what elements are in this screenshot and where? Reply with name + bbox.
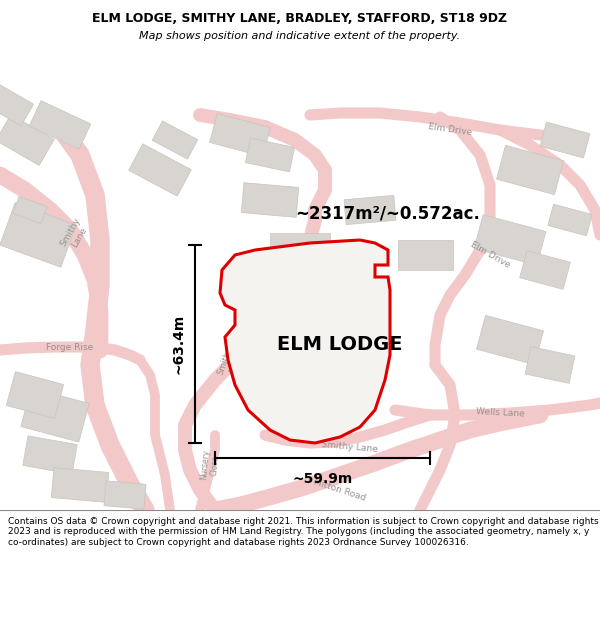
Bar (525, 347, 575, 383)
Bar (209, 113, 271, 157)
Text: Smithy
Lane: Smithy Lane (216, 345, 244, 379)
Text: ELM LODGE, SMITHY LANE, BRADLEY, STAFFORD, ST18 9DZ: ELM LODGE, SMITHY LANE, BRADLEY, STAFFOR… (92, 12, 508, 25)
Bar (241, 182, 299, 218)
Bar (0, 114, 54, 166)
Bar (476, 316, 544, 364)
Bar (520, 251, 571, 289)
Text: Contains OS data © Crown copyright and database right 2021. This information is : Contains OS data © Crown copyright and d… (8, 517, 599, 547)
Bar (540, 122, 590, 158)
Bar (548, 204, 592, 236)
Text: ~2317m²/~0.572ac.: ~2317m²/~0.572ac. (295, 205, 480, 223)
Bar (51, 468, 109, 502)
Bar (29, 101, 91, 149)
Bar (128, 144, 191, 196)
Text: Smithy
Lane: Smithy Lane (59, 216, 91, 254)
Text: Mitton Road: Mitton Road (313, 478, 367, 502)
Bar (0, 202, 76, 268)
Bar (496, 146, 563, 194)
Bar (245, 138, 295, 172)
Bar (23, 436, 77, 474)
Bar (152, 121, 198, 159)
Bar (21, 388, 89, 442)
Text: Forge Rise: Forge Rise (46, 342, 94, 351)
Bar (104, 481, 146, 509)
Text: Map shows position and indicative extent of the property.: Map shows position and indicative extent… (139, 31, 461, 41)
Bar (270, 232, 330, 268)
Text: Elm Drive: Elm Drive (469, 240, 511, 270)
Text: Elm Drive: Elm Drive (428, 122, 472, 138)
Text: Smithy Lane: Smithy Lane (322, 440, 379, 454)
Text: Wells Lane: Wells Lane (475, 408, 524, 419)
Text: ELM LODGE: ELM LODGE (277, 336, 403, 354)
Bar (474, 214, 546, 266)
Bar (398, 240, 452, 270)
Polygon shape (220, 240, 390, 443)
Bar (344, 196, 396, 224)
Bar (13, 196, 47, 224)
Text: ~59.9m: ~59.9m (292, 472, 353, 486)
Text: ~63.4m: ~63.4m (171, 314, 185, 374)
Bar (7, 372, 64, 418)
Text: Nursery
Close: Nursery Close (199, 449, 221, 481)
Bar (0, 84, 34, 126)
